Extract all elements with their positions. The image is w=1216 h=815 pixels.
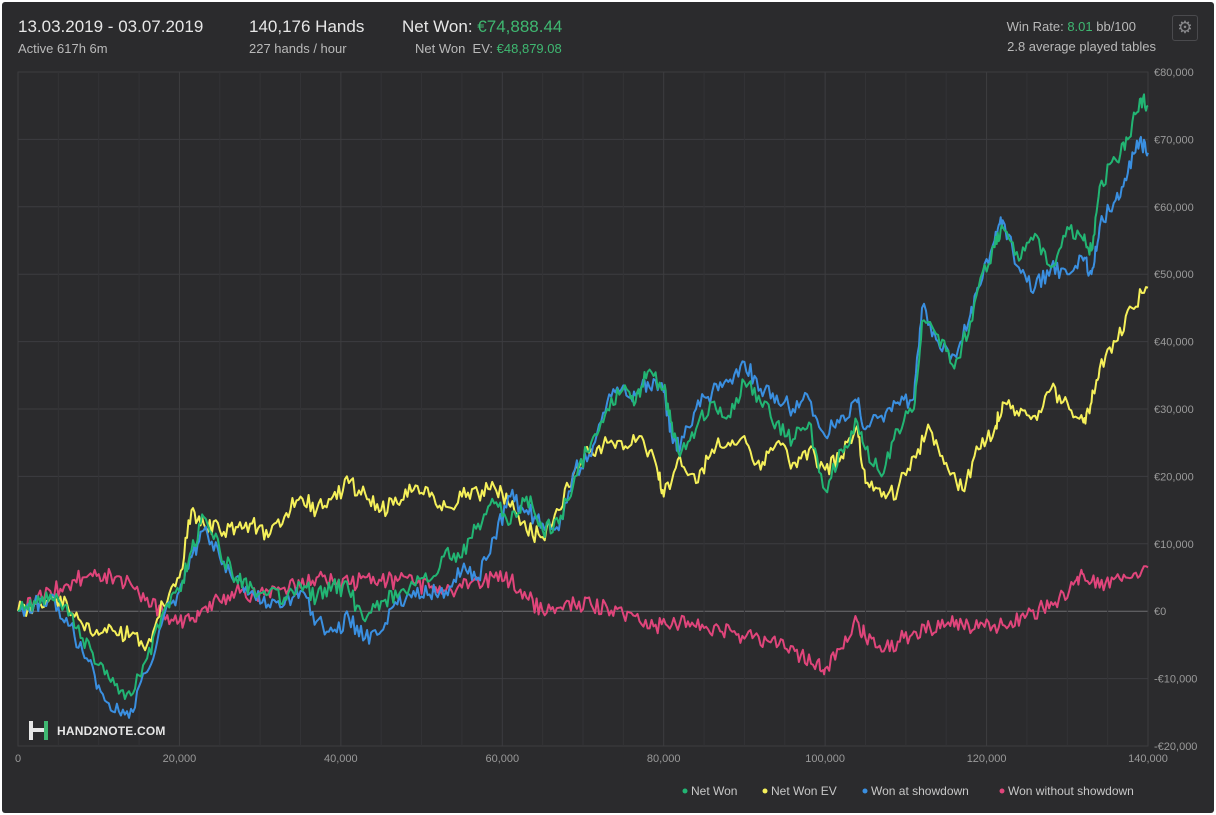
x-tick-label: 0 <box>15 753 21 765</box>
net-won-ev-value: €48,879.08 <box>496 41 562 56</box>
win-rate-unit: bb/100 <box>1092 19 1136 34</box>
y-tick-label: €30,000 <box>1154 404 1194 416</box>
series-line-won-without-showdown <box>17 565 1149 676</box>
net-won: Net Won: €74,888.44 <box>402 17 562 37</box>
chart-legend: Net Won Net Won EV Won at showdown Won with… <box>682 784 1134 798</box>
net-won-ev: Net Won EV: €48,879.08 <box>415 41 562 56</box>
legend-item[interactable]: Net Won <box>682 784 738 798</box>
legend-marker <box>999 788 1005 794</box>
y-tick-label: €0 <box>1154 606 1166 618</box>
gear-icon[interactable]: ⚙ <box>1172 15 1198 41</box>
hands-count: 140,176 Hands <box>249 17 365 36</box>
x-tick-label: 100,000 <box>805 753 845 765</box>
legend-item[interactable]: Won at showdown <box>862 784 969 798</box>
active-time: Active 617h 6m <box>18 41 108 56</box>
win-rate: Win Rate: 8.01 bb/100 <box>1007 19 1136 34</box>
win-rate-value: 8.01 <box>1067 19 1093 34</box>
y-tick-label: -€10,000 <box>1154 674 1197 686</box>
y-tick-label: -€20,000 <box>1154 741 1197 753</box>
x-tick-label: 80,000 <box>647 753 681 765</box>
y-tick-label: €40,000 <box>1154 337 1194 349</box>
x-tick-label: 20,000 <box>163 753 197 765</box>
x-tick-label: 120,000 <box>967 753 1007 765</box>
win-rate-label: Win Rate: <box>1006 19 1068 34</box>
x-tick-label: 40,000 <box>324 753 358 765</box>
net-won-value: €74,888.44 <box>477 17 563 36</box>
series-lines <box>17 93 1149 719</box>
hand2note-logo: HAND2NOTE.COM <box>29 721 166 740</box>
y-tick-label: €20,000 <box>1154 471 1194 483</box>
x-tick-label: 60,000 <box>485 753 519 765</box>
y-tick-label: €70,000 <box>1154 134 1194 146</box>
y-tick-label: €60,000 <box>1154 202 1194 214</box>
hands-per-hour: 227 hands / hour <box>249 41 347 56</box>
y-tick-label: €80,000 <box>1154 67 1194 79</box>
series-line-net-won <box>17 93 1149 700</box>
legend-marker <box>762 788 768 794</box>
legend-label: Won at showdown <box>871 784 969 798</box>
net-won-label: Net Won: <box>402 17 478 36</box>
hand2note-logo-icon <box>29 721 48 740</box>
legend-item[interactable]: Net Won EV <box>762 784 837 798</box>
y-axis-ticks: €80,000 €70,000 €60,000 €50,000 €40,000 €30,0… <box>1154 67 1197 753</box>
legend-label: Won without showdown <box>1008 784 1134 798</box>
legend-marker <box>862 788 868 794</box>
legend-item[interactable]: Won without showdown <box>999 784 1134 798</box>
x-axis-ticks: 0 20,000 40,000 60,000 80,000 100,000 120,000 1… <box>15 753 1168 765</box>
y-tick-label: €10,000 <box>1154 539 1194 551</box>
average-tables: 2.8 average played tables <box>1007 39 1156 54</box>
x-tick-label: 140,000 <box>1128 753 1168 765</box>
legend-label: Net Won EV <box>771 784 837 798</box>
grid-lines <box>17 71 1149 747</box>
legend-marker <box>682 788 688 794</box>
net-won-ev-label: Net Won EV: <box>415 41 497 56</box>
y-tick-label: €50,000 <box>1154 269 1194 281</box>
legend-label: Net Won <box>691 784 737 798</box>
date-range: 13.03.2019 - 03.07.2019 <box>18 17 204 36</box>
logo-text: HAND2NOTE.COM <box>57 724 166 738</box>
